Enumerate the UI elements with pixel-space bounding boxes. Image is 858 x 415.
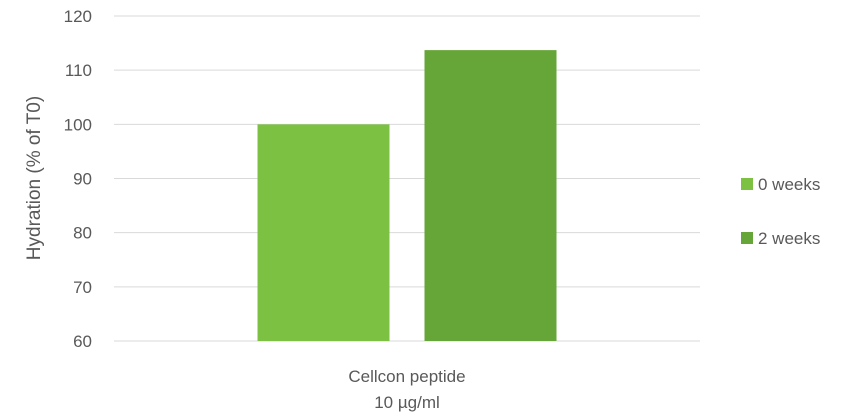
- y-tick-labels: 60 70 80 90 100 110 120: [64, 7, 92, 351]
- y-tick-label: 90: [73, 170, 92, 189]
- x-category-label: Cellcon peptide: [348, 367, 465, 386]
- y-tick-label: 120: [64, 7, 92, 26]
- y-tick-label: 110: [65, 61, 92, 80]
- y-tick-label: 60: [73, 332, 92, 351]
- y-tick-label: 70: [73, 278, 92, 297]
- legend: 0 weeks 2 weeks: [741, 175, 820, 248]
- legend-label: 0 weeks: [758, 175, 820, 194]
- y-axis-title: Hydration (% of T0): [24, 96, 45, 260]
- gridlines: [114, 15, 700, 342]
- legend-swatch: [741, 178, 753, 190]
- x-category-sublabel: 10 µg/ml: [374, 393, 440, 412]
- bars: [257, 50, 557, 341]
- legend-swatch: [741, 232, 753, 244]
- bar-0-weeks: [257, 124, 390, 341]
- y-tick-label: 100: [64, 115, 92, 134]
- legend-label: 2 weeks: [758, 229, 820, 248]
- bar-2-weeks: [424, 50, 557, 341]
- x-category-labels: Cellcon peptide 10 µg/ml: [348, 367, 465, 412]
- y-tick-label: 80: [73, 224, 92, 243]
